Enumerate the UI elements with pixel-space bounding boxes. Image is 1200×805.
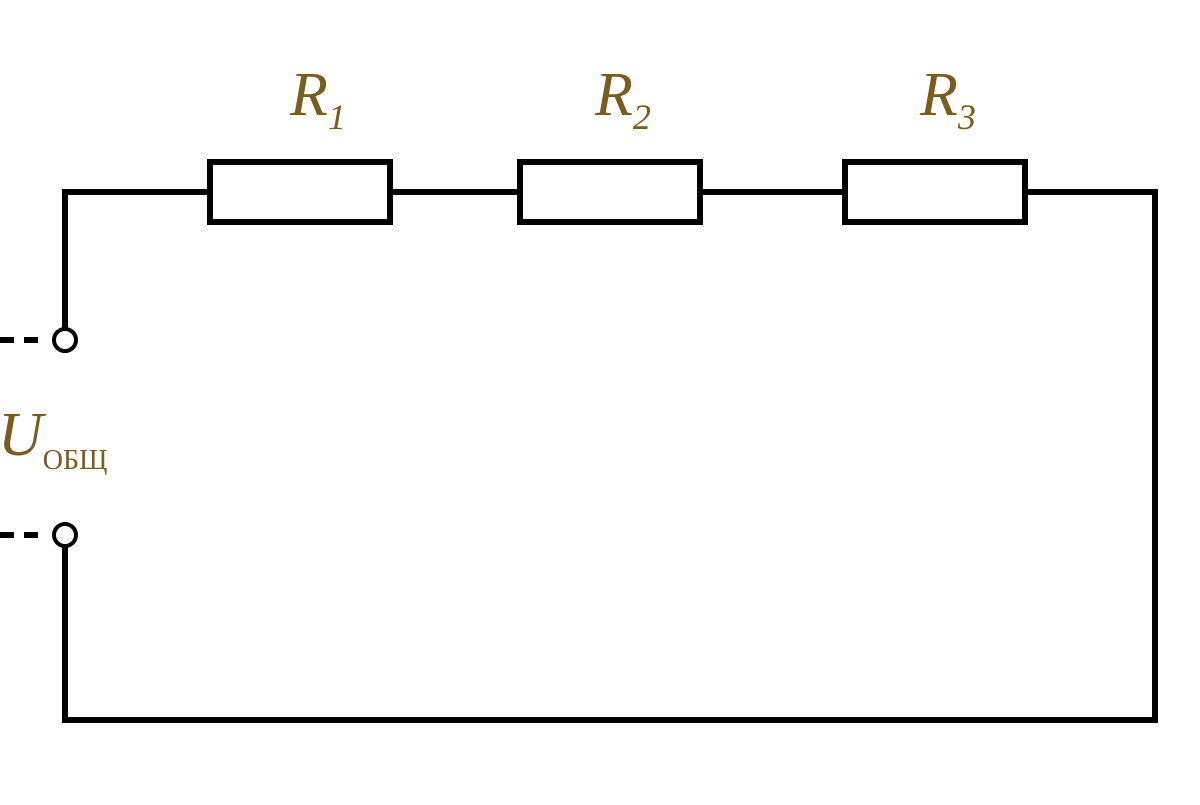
circuit-diagram: R1 R2 R3 UОБЩ — [0, 0, 1200, 800]
label-r3-sub: 3 — [958, 97, 976, 137]
label-r1-sub: 1 — [328, 97, 346, 137]
label-r2: R2 — [595, 60, 651, 131]
label-r2-main: R — [595, 61, 633, 129]
label-r1-main: R — [290, 61, 328, 129]
label-u-sub: ОБЩ — [43, 445, 108, 476]
label-r2-sub: 2 — [633, 97, 651, 137]
label-u: UОБЩ — [0, 400, 107, 471]
label-u-main: U — [0, 401, 43, 469]
label-r3-main: R — [920, 61, 958, 129]
label-r1: R1 — [290, 60, 346, 131]
label-r3: R3 — [920, 60, 976, 131]
